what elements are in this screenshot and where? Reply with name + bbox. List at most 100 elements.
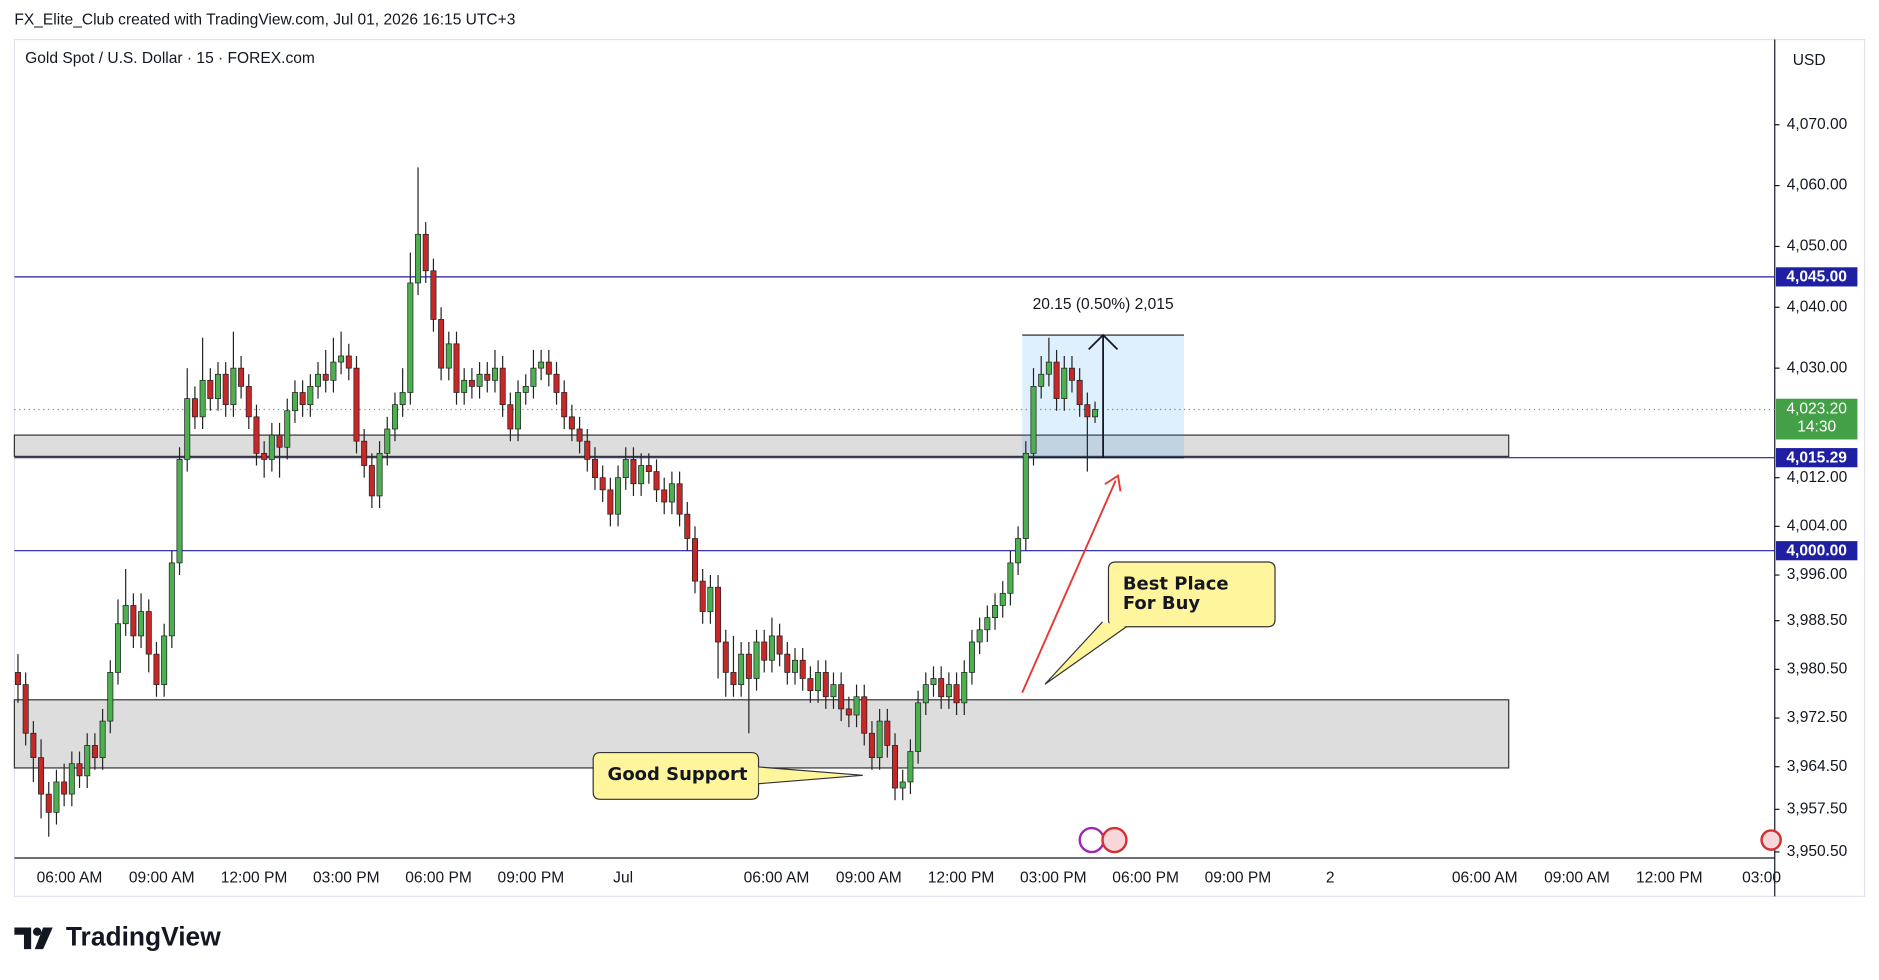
candle-body — [861, 696, 868, 734]
y-tick-label: 4,070.00 — [1787, 116, 1848, 133]
event-icon[interactable] — [1101, 826, 1128, 854]
candle-body — [1061, 367, 1068, 399]
candle-body — [407, 282, 414, 393]
candle-body — [230, 367, 237, 406]
candle-body — [868, 732, 875, 758]
candle-body — [114, 623, 121, 673]
candle-body — [399, 392, 406, 406]
candle-body — [384, 428, 391, 454]
candle-body — [353, 367, 360, 442]
candle-body — [161, 635, 168, 685]
candle-body — [722, 641, 729, 673]
callout-box: Best Place For Buy — [1122, 574, 1229, 614]
zone — [13, 434, 1510, 457]
candle-body — [799, 659, 806, 679]
x-tick-label: 03:00 PM — [313, 869, 380, 886]
event-icon[interactable] — [1760, 829, 1782, 851]
event-icon[interactable] — [1078, 826, 1105, 854]
candle-body — [661, 489, 668, 503]
candle-body — [676, 483, 683, 515]
candle-body — [938, 678, 945, 698]
attribution: FX_Elite_Club created with TradingView.c… — [14, 11, 515, 28]
candle-body — [199, 379, 206, 418]
candle-body — [730, 672, 737, 685]
candle-body — [630, 459, 637, 485]
candle-body — [553, 373, 560, 393]
candle-body — [815, 672, 822, 692]
logo: TradingView — [14, 921, 221, 951]
measure-label: 20.15 (0.50%) 2,015 — [1033, 296, 1174, 313]
candle-body — [361, 440, 368, 466]
candle-body — [853, 696, 860, 716]
candle-body — [245, 386, 252, 418]
measure-arrowhead — [1088, 333, 1119, 351]
candle-body — [1076, 379, 1083, 406]
x-tick-label: 09:00 AM — [836, 869, 902, 886]
candle-body — [338, 355, 345, 363]
candle-body — [845, 708, 852, 716]
last-price-box — [1775, 398, 1858, 440]
candle-body — [322, 373, 329, 381]
zone — [13, 699, 1510, 769]
callout-shape — [1107, 561, 1276, 628]
y-tick-label: 3,950.50 — [1787, 843, 1848, 860]
arrow-head — [1104, 474, 1122, 492]
candle-body — [953, 684, 960, 704]
level-label: 4,045.00 — [1786, 269, 1847, 286]
candle-body — [930, 678, 937, 685]
candle-body — [576, 428, 583, 442]
candle-body — [1015, 538, 1022, 564]
candle-body — [84, 745, 91, 777]
candle-body — [584, 440, 591, 460]
candle-body — [792, 659, 799, 673]
candle-body — [638, 465, 645, 485]
candle-body — [907, 751, 914, 783]
candle-body — [892, 745, 899, 789]
candle-body — [899, 781, 906, 789]
y-tick-label: 4,060.00 — [1787, 177, 1848, 194]
candle-body — [738, 653, 745, 685]
candle-body — [45, 793, 52, 813]
level-label: 4,000.00 — [1786, 542, 1847, 559]
candle-body — [1007, 562, 1014, 594]
candle-body — [768, 635, 775, 661]
y-tick-label: 3,957.50 — [1787, 800, 1848, 817]
callout-box: Good Support — [608, 765, 748, 784]
x-tick-label: 06:00 AM — [1452, 869, 1518, 886]
candle-body — [153, 653, 160, 685]
candle-body — [468, 379, 475, 387]
candle-body — [368, 465, 375, 497]
candle-body — [215, 373, 222, 399]
candle-body — [53, 781, 60, 813]
candle-body — [22, 684, 29, 734]
candle-body — [1053, 361, 1060, 399]
callout-pointer — [1044, 621, 1127, 685]
candle-body — [1030, 386, 1037, 454]
y-tick-label: 3,964.50 — [1787, 758, 1848, 775]
logo-mark — [14, 927, 32, 950]
x-tick-label: 09:00 PM — [498, 869, 565, 886]
brand: TradingView — [66, 921, 221, 951]
candle-body — [99, 720, 106, 758]
candle-body — [430, 270, 437, 320]
candle-body — [984, 617, 991, 631]
level-label-box — [1775, 541, 1858, 561]
candle-body — [499, 367, 506, 406]
candle-body — [184, 398, 191, 460]
callout-text: Best Place For Buy — [1122, 574, 1229, 614]
candle-body — [884, 720, 891, 746]
candle-body — [668, 483, 675, 503]
candle-body — [268, 434, 275, 460]
candle-body — [438, 319, 445, 369]
event-icons — [1078, 826, 1782, 854]
candle-body — [561, 392, 568, 418]
candle-body — [30, 732, 37, 758]
candle-body — [922, 684, 929, 704]
currency: USD — [1793, 52, 1826, 69]
arrow-line — [1021, 480, 1117, 694]
candle-body — [145, 611, 152, 655]
candle-body — [330, 361, 337, 381]
level-label: 4,015.29 — [1786, 449, 1847, 466]
